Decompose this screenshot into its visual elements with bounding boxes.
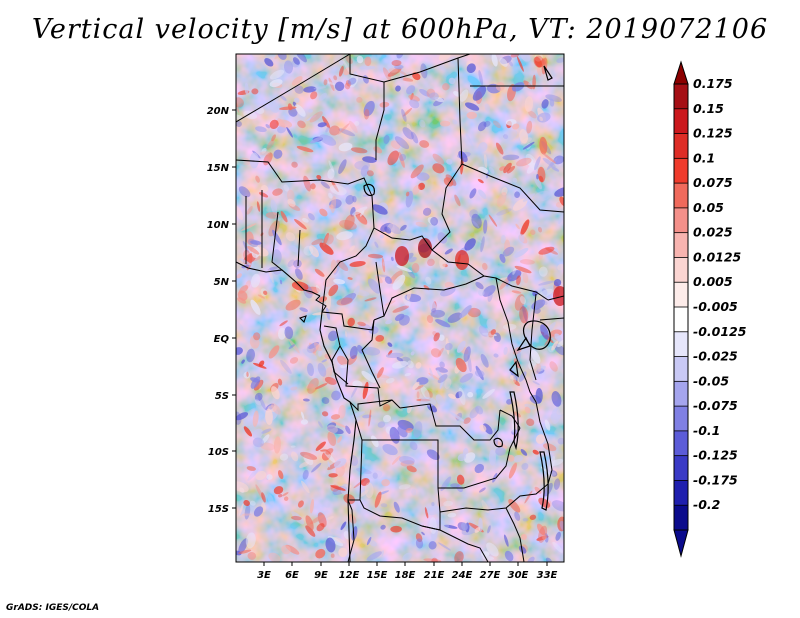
colorbar-swatch	[674, 133, 688, 159]
colorbar-label: 0.025	[693, 225, 733, 240]
colorbar-swatch	[674, 108, 688, 135]
lon-label: 30E	[508, 570, 529, 581]
colorbar-swatch	[674, 356, 688, 382]
colorbar-swatch	[674, 307, 688, 333]
colorbar-label: -0.125	[693, 448, 738, 463]
lake-tanganyika	[509, 391, 519, 451]
country-borders	[236, 54, 564, 562]
colorbar-swatch	[674, 430, 688, 457]
colorbar-swatch	[674, 505, 688, 531]
colorbar-label: -0.2	[693, 497, 720, 512]
colorbar-label: -0.005	[693, 299, 738, 314]
colorbar: 0.175 0.15 0.125 0.1 0.075 0.05 0.025 0.0125 0.0…	[673, 60, 747, 558]
lakes	[363, 65, 553, 511]
colorbar-swatch	[674, 84, 688, 110]
lon-label: 21E	[424, 570, 445, 581]
colorbar-swatch	[674, 183, 688, 209]
colorbar-label: 0.1	[693, 150, 715, 165]
lon-label: 6E	[285, 570, 299, 581]
lat-label: 10N	[207, 220, 230, 231]
colorbar-swatch	[674, 455, 688, 481]
colorbar-label: 0.175	[693, 76, 733, 91]
grads-credit: GrADS: IGES/COLA	[6, 603, 100, 613]
axis-ticks	[232, 109, 548, 566]
colorbar-label: 0.005	[693, 274, 733, 289]
colorbar-label: -0.025	[693, 349, 738, 364]
colorbar-swatch	[674, 207, 688, 234]
lat-label: 5S	[215, 391, 229, 402]
colorbar-label: -0.1	[693, 423, 720, 438]
colorbar-label: 0.05	[693, 200, 724, 215]
colorbar-swatch	[674, 381, 688, 407]
axis-labels: 20N 15N 10N 5N EQ 5S 10S 15S 3E 6E 9E 12E 15E 18E 21E 2…	[207, 106, 558, 581]
lat-label: 15N	[207, 163, 230, 174]
lon-label: 12E	[339, 570, 360, 581]
lon-label: 24E	[452, 570, 473, 581]
lat-label: 20N	[207, 106, 230, 117]
colorbar-label: 0.125	[693, 126, 733, 141]
colorbar-label: 0.15	[693, 101, 724, 116]
lake-victoria	[522, 320, 551, 350]
lon-label: 9E	[314, 570, 328, 581]
colorbar-label: 0.0125	[693, 249, 742, 264]
colorbar-swatch	[674, 331, 688, 358]
lake-kivu	[509, 360, 519, 378]
colorbar-swatch	[674, 232, 688, 258]
lake-malawi	[539, 451, 549, 511]
colorbar-top-arrow	[673, 60, 689, 85]
lon-label: 27E	[480, 570, 501, 581]
colorbar-label: -0.175	[693, 472, 738, 487]
colorbar-label: -0.075	[693, 398, 738, 413]
colorbar-label: -0.05	[693, 373, 729, 388]
lon-label: 3E	[257, 570, 271, 581]
lon-label: 15E	[367, 570, 388, 581]
colorbar-bottom-arrow	[673, 529, 689, 558]
coastline	[235, 261, 357, 563]
map-title: Vertical velocity [m/s] at 600hPa, VT: 2…	[31, 14, 769, 45]
lon-label: 18E	[395, 570, 416, 581]
colorbar-swatch	[674, 282, 688, 308]
lon-label: 33E	[537, 570, 558, 581]
plot-frame	[235, 53, 565, 563]
velocity-field	[236, 54, 564, 562]
colorbar-swatch	[674, 158, 688, 184]
lake-chad	[363, 183, 375, 197]
lat-label: 15S	[208, 504, 229, 515]
lake-albert	[516, 336, 531, 352]
colorbar-swatch	[674, 257, 688, 283]
lat-label: EQ	[214, 334, 230, 345]
lat-label: 10S	[208, 447, 229, 458]
colorbar-label: 0.075	[693, 175, 733, 190]
lat-label: 5N	[214, 277, 230, 288]
lake-mweru	[493, 437, 503, 448]
colorbar-label: -0.0125	[693, 324, 747, 339]
colorbar-swatch	[674, 480, 688, 506]
colorbar-swatch	[674, 406, 688, 432]
lake-turkana	[543, 65, 553, 81]
